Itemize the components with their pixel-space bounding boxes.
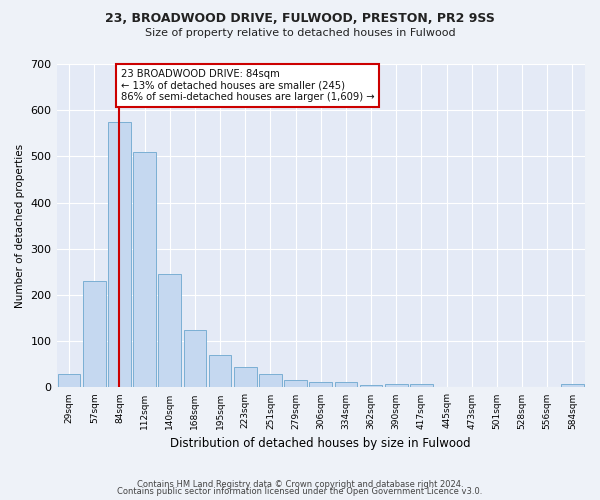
Y-axis label: Number of detached properties: Number of detached properties [15,144,25,308]
Bar [133,152,156,388]
Text: Contains HM Land Registry data © Crown copyright and database right 2024.: Contains HM Land Registry data © Crown c… [137,480,463,489]
Bar [234,366,257,388]
Bar [259,374,282,388]
X-axis label: Distribution of detached houses by size in Fulwood: Distribution of detached houses by size … [170,437,471,450]
Bar [310,382,332,388]
Bar [83,281,106,388]
Bar [284,380,307,388]
Bar [385,384,407,388]
Text: Contains public sector information licensed under the Open Government Licence v3: Contains public sector information licen… [118,487,482,496]
Bar [561,384,584,388]
Text: Size of property relative to detached houses in Fulwood: Size of property relative to detached ho… [145,28,455,38]
Bar [335,382,357,388]
Bar [184,330,206,388]
Bar [58,374,80,388]
Text: 23 BROADWOOD DRIVE: 84sqm
← 13% of detached houses are smaller (245)
86% of semi: 23 BROADWOOD DRIVE: 84sqm ← 13% of detac… [121,68,374,102]
Bar [209,355,232,388]
Bar [410,384,433,388]
Text: 23, BROADWOOD DRIVE, FULWOOD, PRESTON, PR2 9SS: 23, BROADWOOD DRIVE, FULWOOD, PRESTON, P… [105,12,495,26]
Bar [158,274,181,388]
Bar [360,384,382,388]
Bar [108,122,131,388]
